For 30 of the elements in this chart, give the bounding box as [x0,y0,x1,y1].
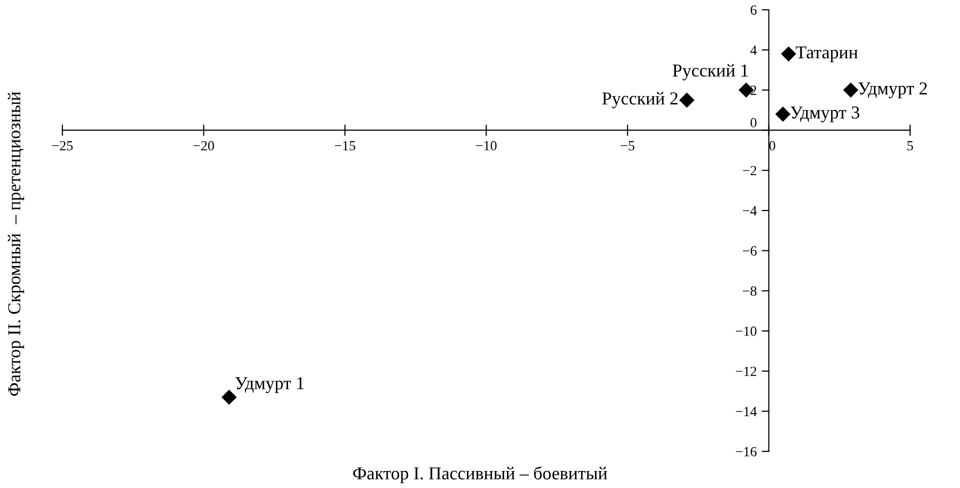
y-tick-label: −8 [742,286,756,296]
series-label: Татарин [796,46,858,62]
series-label: Удмурт 2 [858,82,927,98]
y-tick-label: 0 [750,118,756,128]
y-tick-label: −12 [736,366,756,376]
x-tick-label: −5 [620,141,634,150]
point [222,390,237,405]
point [775,106,791,122]
x-axis-title: Фактор I. Пассивный – боевитый [353,466,608,484]
y-tick-label: −16 [736,447,757,456]
y-tick-label: 6 [750,5,757,15]
point [843,82,858,98]
series-label: Русский 1 [672,64,748,80]
series-label: Удмурт 3 [790,106,860,122]
x-tick-label: −15 [334,141,356,150]
y-tick-label: −10 [736,326,756,336]
y-tick-label: −6 [742,246,757,256]
y-tick-label: −4 [742,206,757,216]
y-tick-label: −2 [742,166,756,176]
series-label: Русский 2 [602,92,678,108]
point [679,92,694,108]
series-label: Удмурт 1 [235,377,304,394]
y-axis-title: Фактор II. Скромный – претенциозный [8,92,24,396]
point [780,46,796,62]
x-tick-label: 5 [907,141,914,150]
x-tick-label: −25 [52,141,73,150]
y-tick-label: −14 [736,406,757,416]
y-tick-label: 4 [750,46,757,55]
x-tick-label: −10 [476,141,497,150]
x-tick-label: −20 [194,141,214,150]
